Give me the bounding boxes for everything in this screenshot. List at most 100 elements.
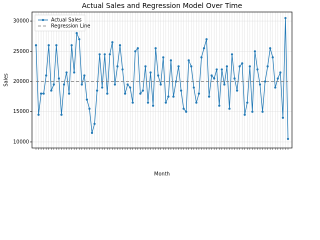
point — [243, 113, 246, 116]
point — [34, 44, 38, 47]
y-tick-label: 20000 — [13, 79, 29, 85]
point — [179, 89, 183, 92]
point — [230, 53, 234, 56]
point — [256, 68, 259, 71]
point — [210, 74, 213, 77]
point — [190, 65, 193, 68]
point — [248, 65, 251, 68]
point — [215, 68, 218, 71]
point — [62, 83, 66, 86]
legend-marker — [41, 18, 45, 22]
point — [185, 110, 188, 113]
point — [111, 41, 114, 44]
point — [78, 38, 81, 41]
point — [162, 56, 165, 59]
point — [47, 44, 50, 47]
point — [271, 56, 274, 59]
point — [266, 65, 269, 68]
point — [52, 83, 55, 86]
point — [123, 92, 127, 95]
point — [276, 77, 279, 80]
point — [93, 122, 96, 125]
point — [172, 95, 175, 98]
point — [164, 101, 167, 104]
point — [126, 83, 129, 86]
point — [192, 86, 195, 89]
point — [238, 65, 241, 68]
point — [246, 101, 249, 104]
point — [141, 89, 145, 92]
point — [83, 74, 86, 77]
point — [223, 83, 226, 86]
chart: Actual Sales and Regression Model Over T… — [4, 2, 293, 178]
point — [134, 50, 137, 53]
point — [101, 86, 104, 89]
point — [281, 116, 285, 119]
y-tick-label: 30000 — [13, 19, 29, 25]
point — [37, 113, 40, 116]
point — [106, 92, 109, 95]
point — [75, 32, 78, 35]
point — [60, 113, 63, 116]
legend-label: Actual Sales — [51, 18, 82, 24]
point — [85, 98, 89, 101]
point — [202, 47, 206, 50]
point — [146, 101, 150, 104]
point — [70, 44, 73, 47]
point — [261, 110, 264, 113]
point — [274, 86, 277, 89]
point — [98, 53, 101, 56]
point — [200, 56, 203, 59]
point — [284, 16, 287, 20]
point — [65, 71, 68, 74]
point — [113, 83, 117, 86]
point — [241, 62, 244, 65]
point — [154, 47, 157, 50]
legend-box — [34, 14, 86, 32]
point — [67, 92, 71, 95]
y-tick-label: 10000 — [13, 139, 29, 145]
point — [169, 59, 173, 62]
point — [213, 77, 216, 80]
point — [121, 68, 124, 71]
point — [195, 101, 198, 104]
point — [103, 53, 106, 56]
point — [108, 53, 111, 56]
point — [88, 107, 91, 110]
point — [118, 44, 122, 47]
plot-frame — [31, 11, 293, 149]
point — [159, 83, 162, 86]
point — [253, 50, 257, 53]
point — [136, 47, 139, 50]
point — [197, 92, 201, 95]
point — [187, 59, 190, 62]
point — [95, 89, 99, 92]
point — [149, 71, 152, 74]
y-tick-label: 25000 — [13, 49, 29, 55]
point — [90, 131, 94, 134]
point — [45, 74, 48, 77]
point — [182, 107, 185, 110]
point — [177, 65, 180, 68]
point — [55, 44, 58, 47]
point — [233, 77, 236, 80]
point — [167, 95, 170, 98]
point — [157, 74, 160, 77]
point — [73, 71, 76, 74]
series-line — [35, 18, 289, 139]
point — [205, 38, 208, 41]
point — [144, 65, 147, 68]
point — [279, 71, 282, 74]
point — [39, 92, 43, 95]
point — [218, 104, 221, 107]
y-axis-label: Sales — [4, 73, 10, 87]
point — [220, 68, 223, 71]
point — [139, 92, 142, 95]
point — [263, 80, 267, 83]
y-tick-label: 15000 — [13, 109, 29, 115]
point — [235, 89, 239, 92]
point — [151, 104, 155, 107]
point — [286, 137, 290, 141]
point — [42, 92, 45, 95]
point — [207, 95, 211, 98]
